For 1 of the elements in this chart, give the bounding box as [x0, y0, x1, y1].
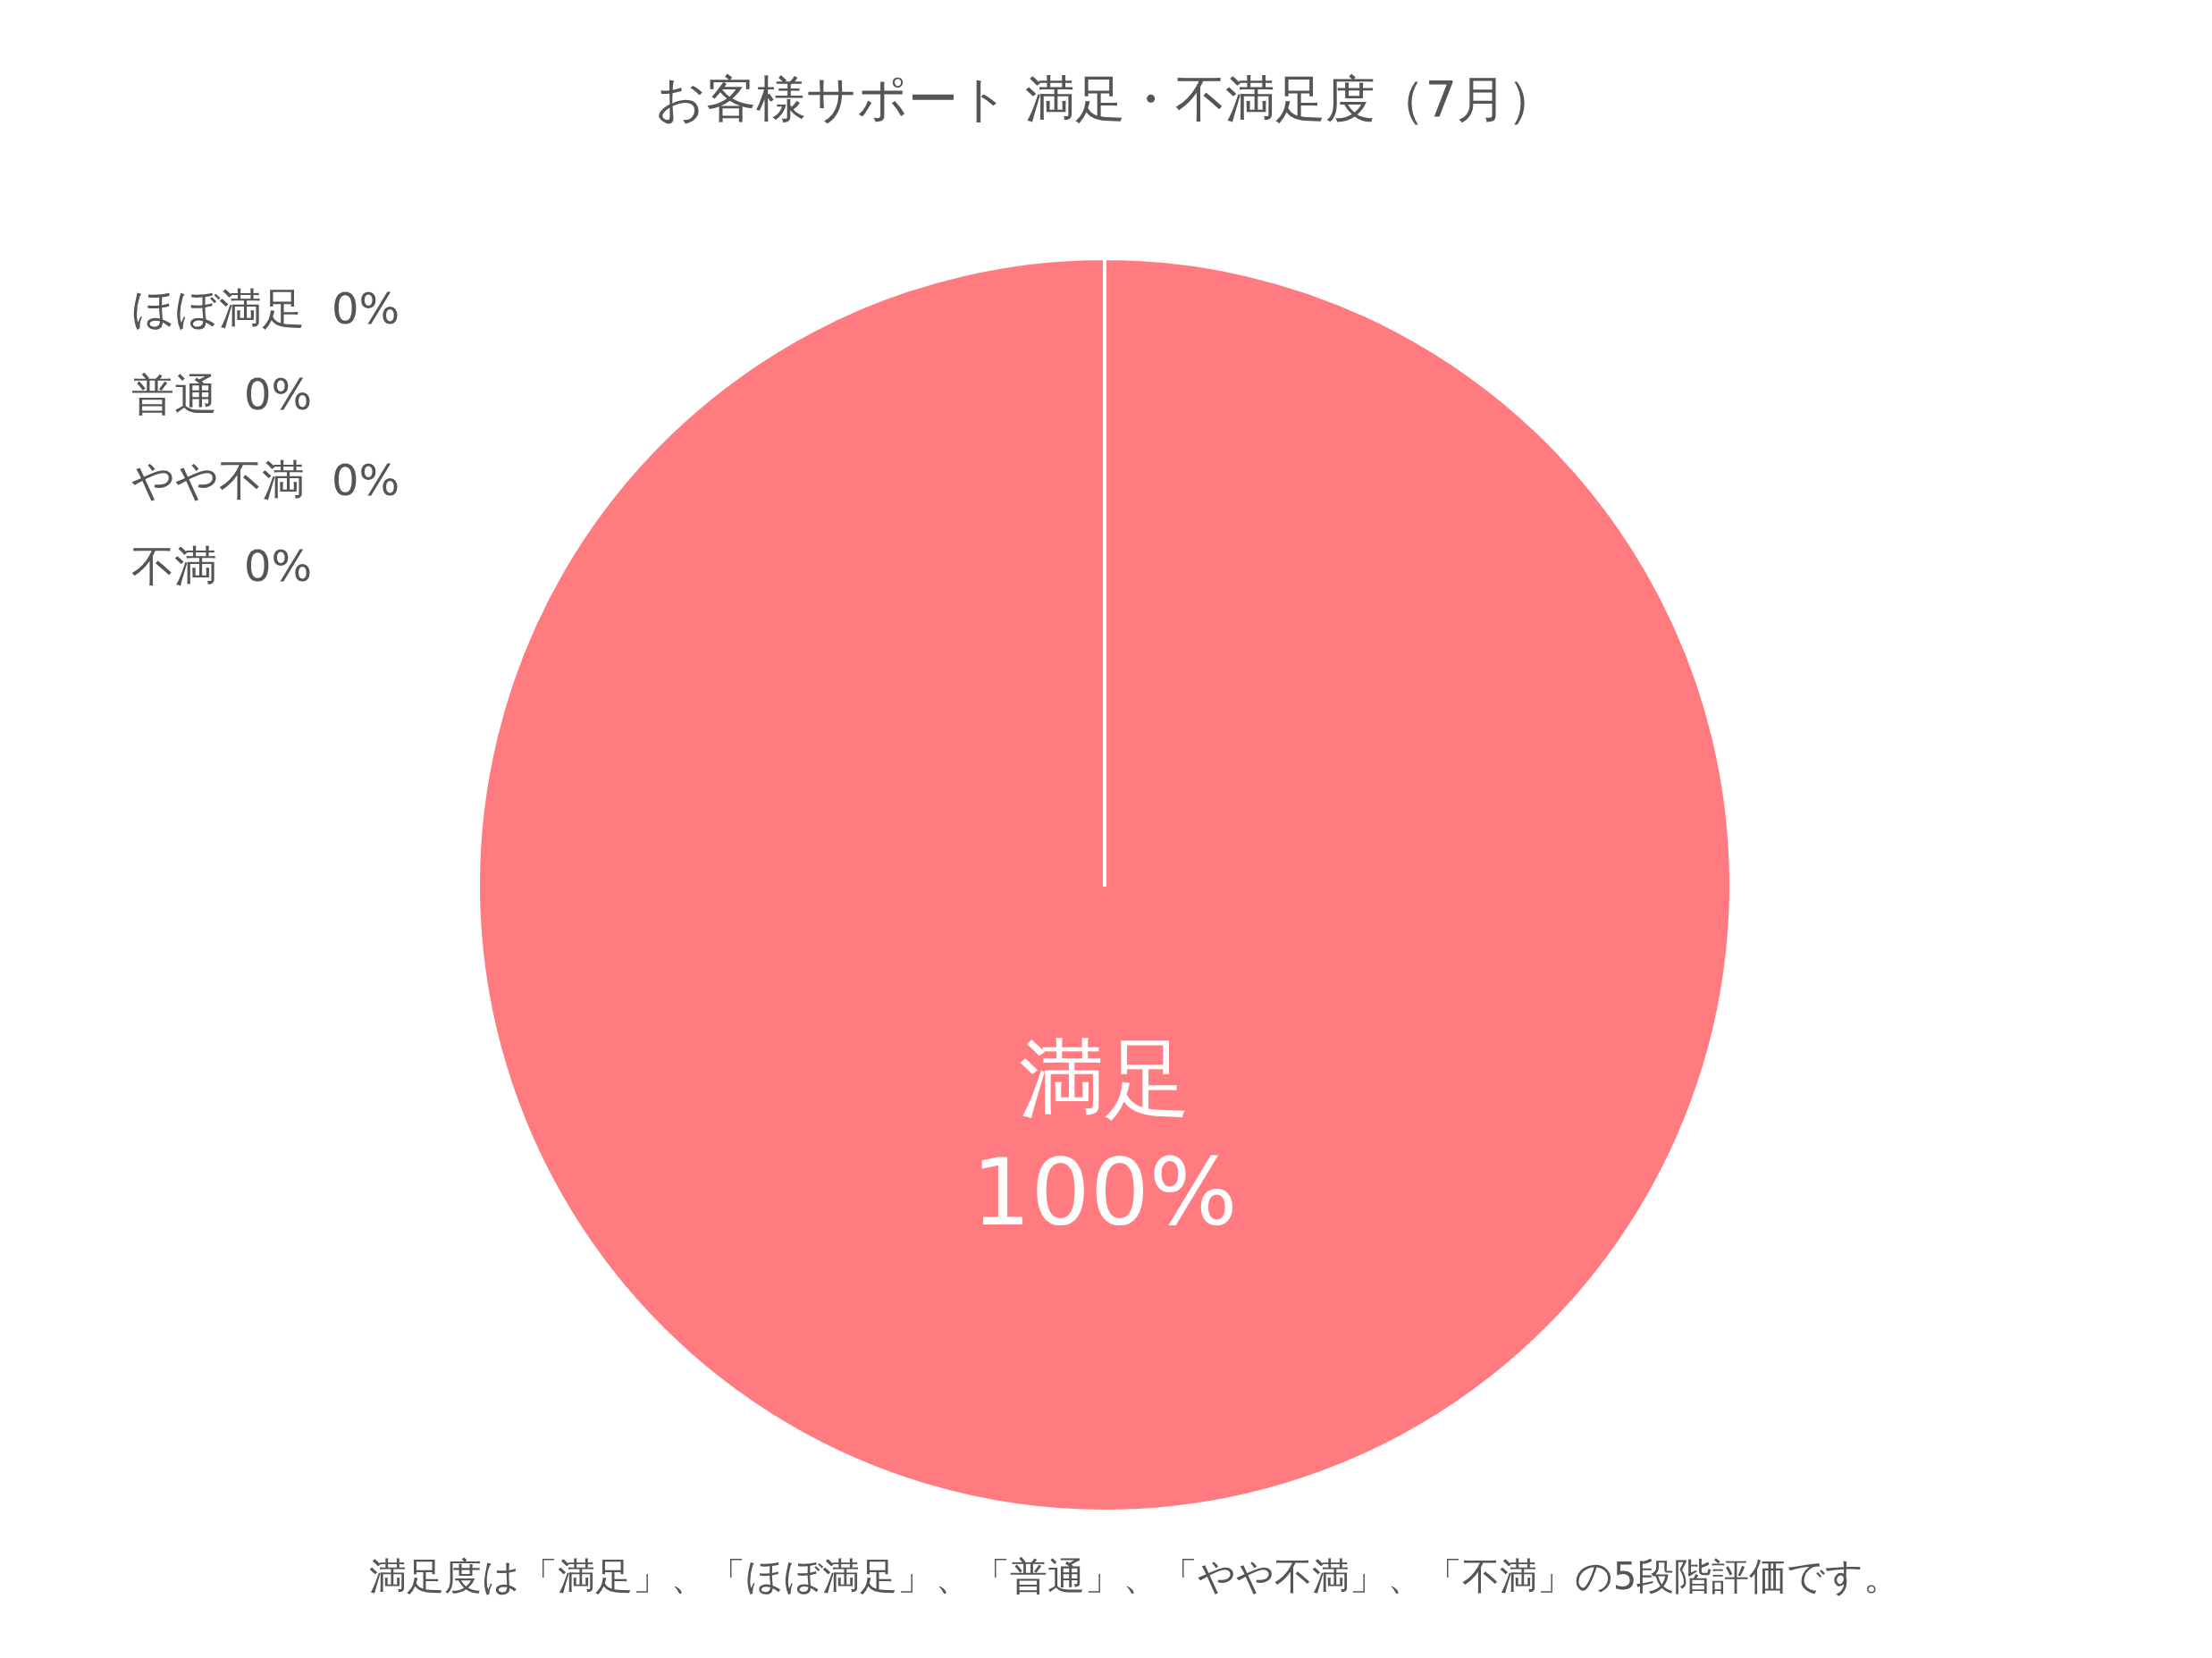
title: お客様サポート 満足・不満足度（7月）: [654, 70, 1558, 128]
